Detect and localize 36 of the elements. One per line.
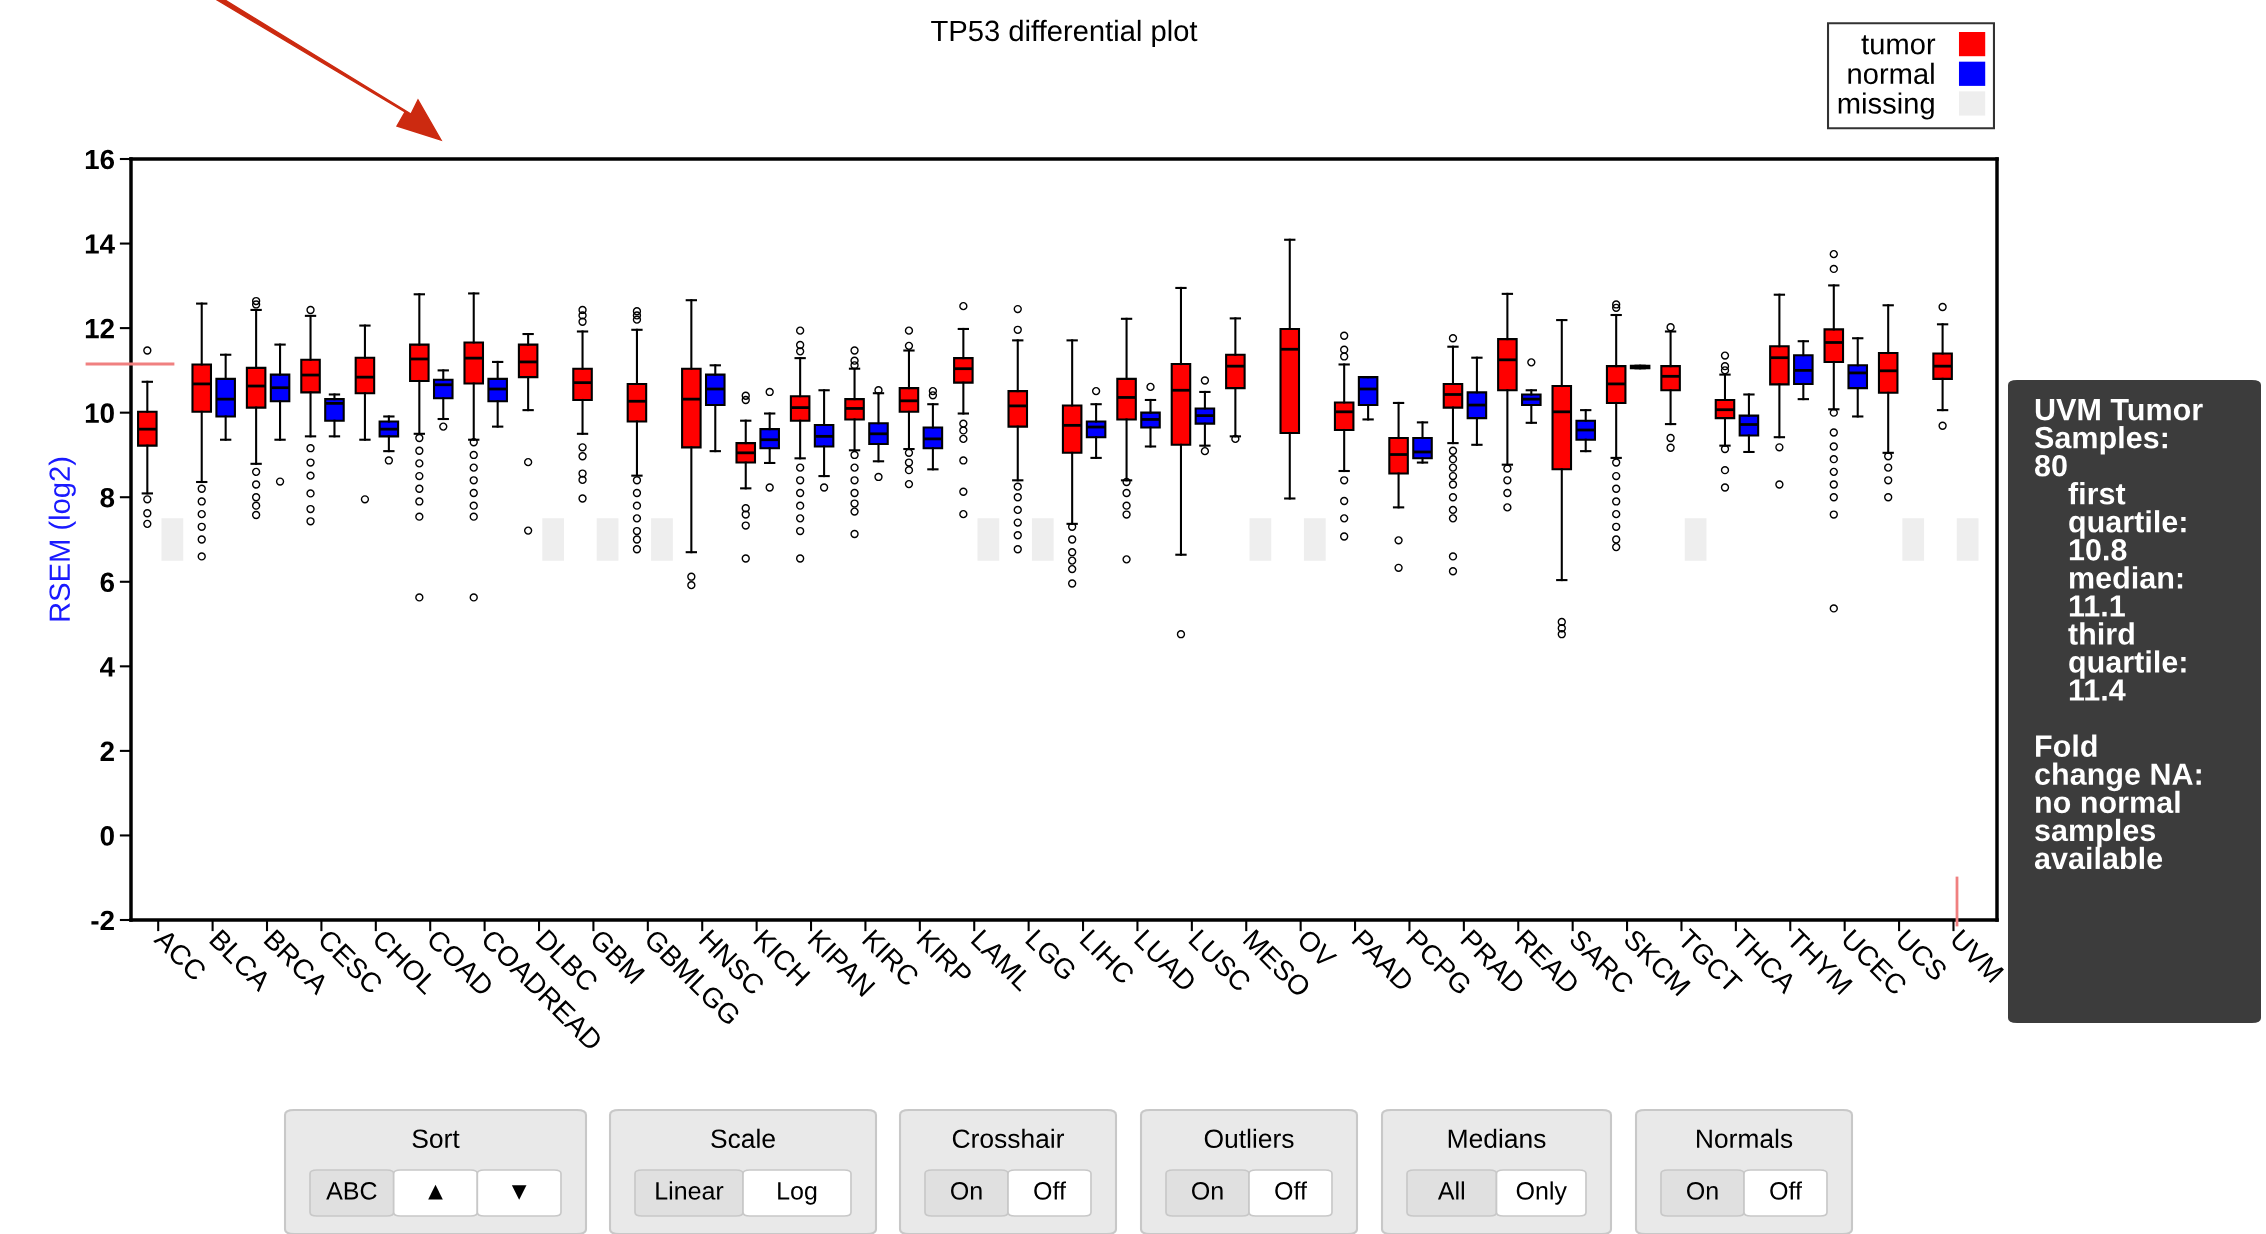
- text: Off: [1770, 1181, 1802, 1200]
- text: Medians: [1448, 1128, 1546, 1149]
- y-tick-label: 16: [85, 149, 115, 170]
- y-tick-label: 10: [85, 403, 114, 424]
- y-axis-title: RSEM (log2): [48, 457, 76, 621]
- y-tick-label: 4: [100, 657, 115, 677]
- chart-title: TP53 differential plot: [931, 19, 1198, 47]
- text: Only: [1516, 1181, 1567, 1205]
- text: Sort: [412, 1129, 460, 1149]
- text: Normals: [1697, 1128, 1793, 1149]
- y-tick-label: -2: [91, 910, 114, 931]
- text: On: [1687, 1182, 1718, 1200]
- text: Crosshair: [952, 1128, 1065, 1149]
- y-tick-label: 6: [100, 572, 115, 593]
- text: UVM Tumor Samples: 80 first quartile: 10.8 median: 11.1 third quartile: 11.4 Fold change NA: no normal samples available: [2034, 399, 2203, 870]
- y-tick-label: 8: [100, 487, 115, 508]
- text: ABC: [326, 1182, 377, 1200]
- x-tick-label: ACC: [152, 927, 208, 982]
- text: On: [1192, 1182, 1223, 1200]
- text: Off: [1034, 1181, 1066, 1200]
- text: Linear: [656, 1181, 724, 1200]
- legend-label: missing: [1838, 92, 1934, 120]
- text: Outliers: [1204, 1128, 1294, 1149]
- text: Off: [1275, 1181, 1307, 1200]
- legend-label: tumor: [1861, 35, 1936, 55]
- text: On: [951, 1182, 982, 1200]
- y-tick-label: 14: [85, 234, 115, 254]
- text: ▲: [428, 1184, 443, 1200]
- text: ▼: [511, 1185, 527, 1200]
- y-tick-label: 12: [85, 318, 114, 339]
- text: All: [1437, 1181, 1464, 1200]
- y-tick-label: 2: [100, 741, 114, 761]
- legend-label: normal: [1848, 62, 1934, 85]
- text: Scale: [711, 1128, 775, 1149]
- text: Log: [778, 1182, 817, 1205]
- y-tick-label: 0: [100, 826, 114, 846]
